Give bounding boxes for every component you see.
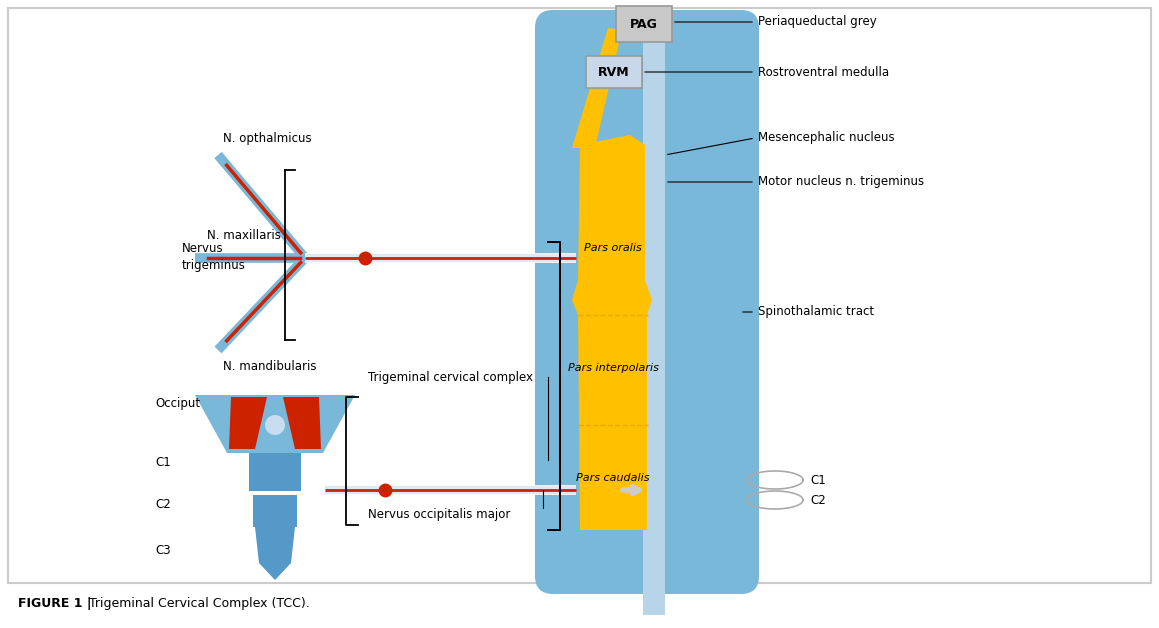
Ellipse shape [613, 151, 643, 199]
Polygon shape [283, 397, 321, 449]
Text: PAG: PAG [630, 18, 658, 31]
Polygon shape [229, 397, 267, 449]
Bar [253, 495, 297, 527]
Text: Spinothalamic tract: Spinothalamic tract [758, 305, 874, 318]
Text: C3: C3 [155, 543, 170, 556]
Polygon shape [573, 135, 653, 530]
Text: trigeminus: trigeminus [182, 259, 246, 271]
Text: N. maxillaris: N. maxillaris [207, 229, 280, 242]
Text: C1: C1 [810, 474, 825, 487]
FancyBboxPatch shape [535, 10, 759, 594]
Text: Mesencephalic nucleus: Mesencephalic nucleus [758, 131, 895, 144]
Text: Pars oralis: Pars oralis [584, 243, 642, 253]
Text: Occiput: Occiput [155, 396, 201, 409]
Text: RVM: RVM [598, 65, 629, 78]
FancyBboxPatch shape [615, 6, 672, 42]
Polygon shape [255, 527, 296, 580]
Text: Nervus: Nervus [182, 242, 224, 254]
Text: C2: C2 [810, 494, 825, 507]
Text: FIGURE 1 |: FIGURE 1 | [19, 597, 92, 610]
Text: Trigeminal Cervical Complex (TCC).: Trigeminal Cervical Complex (TCC). [85, 597, 309, 610]
Text: Motor nucleus n. trigeminus: Motor nucleus n. trigeminus [758, 175, 924, 188]
Ellipse shape [265, 415, 285, 435]
Text: Nervus occipitalis major: Nervus occipitalis major [369, 508, 510, 521]
Polygon shape [195, 395, 355, 453]
FancyBboxPatch shape [586, 56, 642, 88]
Bar [249, 453, 301, 491]
Text: Pars interpolaris: Pars interpolaris [568, 363, 658, 373]
Text: C2: C2 [155, 499, 170, 511]
Text: Periaqueductal grey: Periaqueductal grey [758, 16, 876, 28]
Text: C1: C1 [155, 457, 170, 470]
Text: Rostroventral medulla: Rostroventral medulla [758, 65, 889, 78]
Text: Trigeminal cervical complex: Trigeminal cervical complex [369, 371, 533, 384]
Polygon shape [573, 28, 622, 148]
Text: Pars caudalis: Pars caudalis [576, 473, 650, 483]
Text: N. opthalmicus: N. opthalmicus [223, 132, 312, 145]
Bar [643, 15, 665, 615]
Text: N. mandibularis: N. mandibularis [223, 360, 316, 373]
